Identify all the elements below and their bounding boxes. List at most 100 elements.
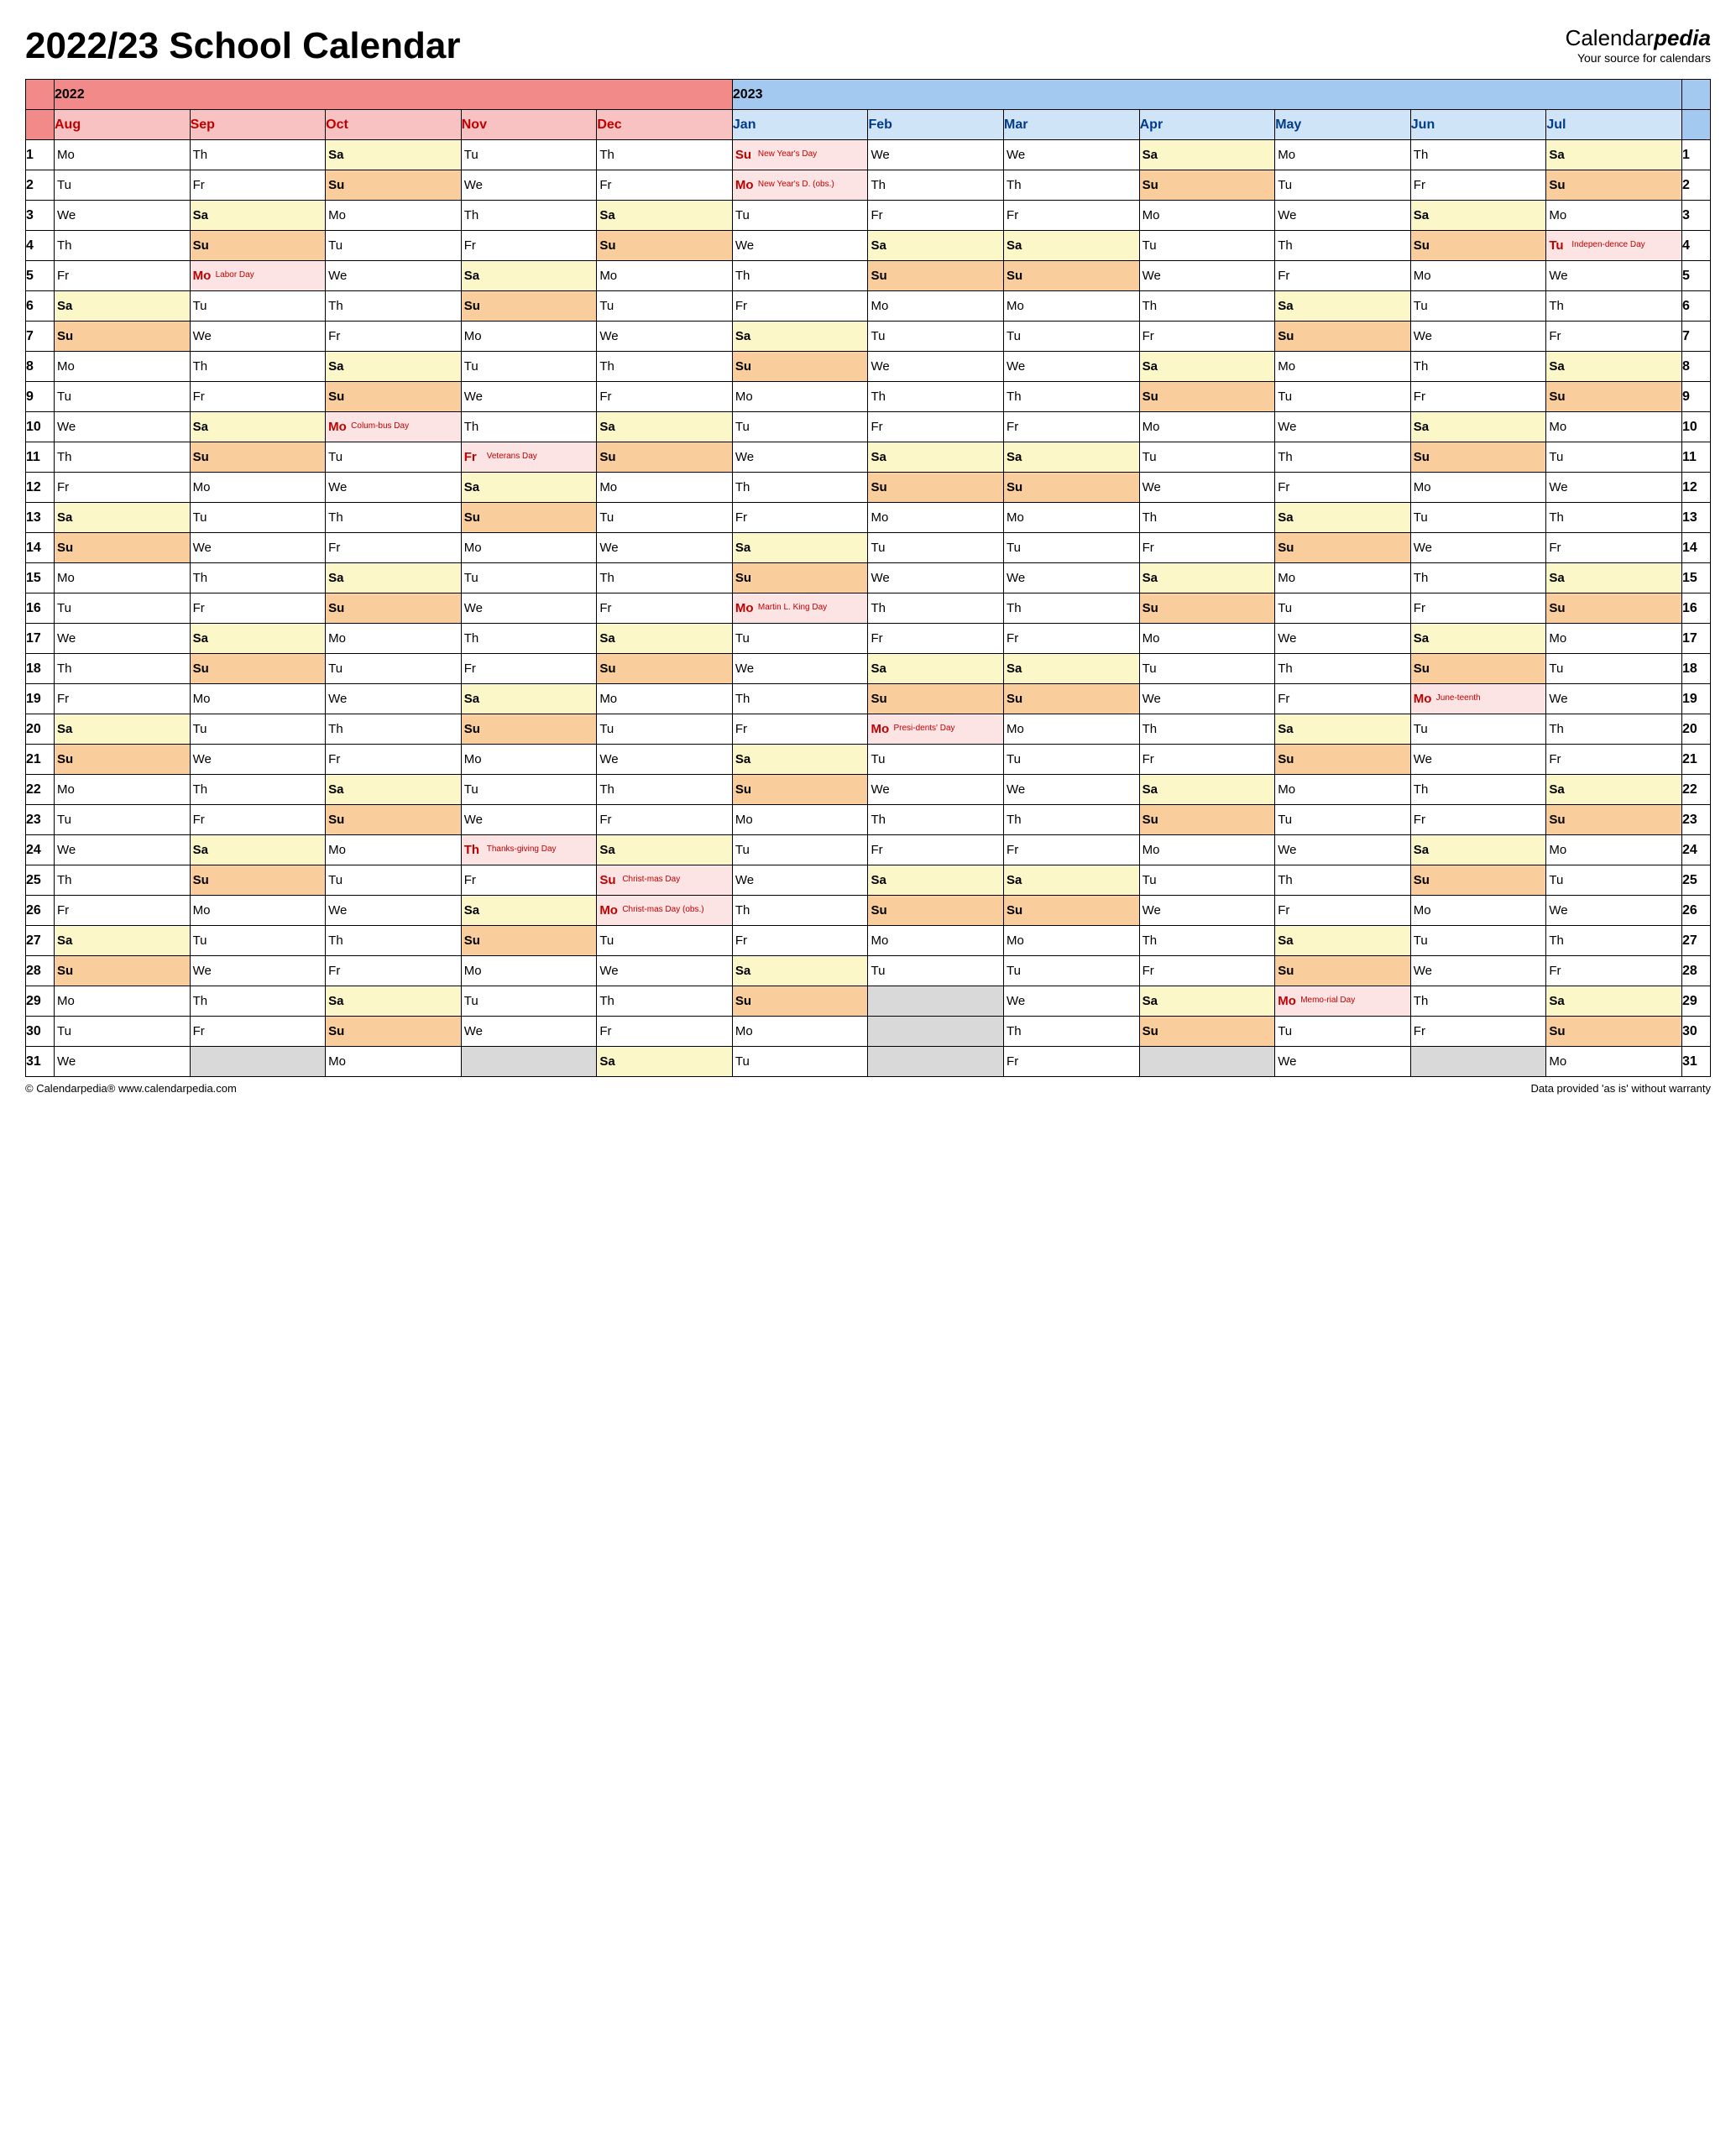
cell-sep-6: Tu: [190, 291, 326, 322]
rownum-left: 18: [26, 654, 55, 684]
dow: We: [55, 420, 80, 434]
dow: Fr: [462, 661, 487, 676]
rownum-right: 13: [1682, 503, 1711, 533]
cell-jul-10: Mo: [1546, 412, 1682, 442]
cell-dec-5: Mo: [597, 261, 733, 291]
cell-mar-26: Su: [1004, 896, 1140, 926]
cell-may-15: Mo: [1275, 563, 1411, 593]
cell-jul-9: Su: [1546, 382, 1682, 412]
dow: Su: [1546, 178, 1571, 192]
cell-jun-5: Mo: [1410, 261, 1546, 291]
cell-nov-5: Sa: [461, 261, 597, 291]
year-2022-label: 2022: [55, 80, 733, 110]
cell-jun-10: Sa: [1410, 412, 1546, 442]
dow: Tu: [55, 1024, 80, 1038]
rownum-right: 24: [1682, 835, 1711, 865]
dow: Fr: [1411, 178, 1436, 192]
dow: Sa: [1275, 299, 1300, 313]
cell-sep-4: Su: [190, 231, 326, 261]
dow: Tu: [733, 1054, 758, 1069]
cell-feb-22: We: [868, 775, 1004, 805]
dow: Mo: [462, 752, 487, 766]
cell-jan-31: Tu: [732, 1047, 868, 1077]
cell-may-31: We: [1275, 1047, 1411, 1077]
rownum-left: 20: [26, 714, 55, 745]
cell-jan-15: Su: [732, 563, 868, 593]
corner: [26, 80, 55, 110]
dow: Sa: [1411, 843, 1436, 857]
cell-mar-14: Tu: [1004, 533, 1140, 563]
cell-jun-9: Fr: [1410, 382, 1546, 412]
dow: Th: [1004, 813, 1029, 827]
dow: Th: [55, 450, 80, 464]
cell-jan-7: Sa: [732, 322, 868, 352]
cell-jun-1: Th: [1410, 140, 1546, 170]
cell-jun-23: Fr: [1410, 805, 1546, 835]
cell-apr-31: [1139, 1047, 1275, 1077]
month-mar: Mar: [1004, 110, 1140, 140]
cell-oct-13: Th: [326, 503, 462, 533]
cell-jan-9: Mo: [732, 382, 868, 412]
cell-dec-11: Su: [597, 442, 733, 473]
dow: Mo: [597, 269, 622, 283]
page-title: 2022/23 School Calendar: [25, 25, 460, 67]
rownum-right: 7: [1682, 322, 1711, 352]
cell-dec-18: Su: [597, 654, 733, 684]
cell-sep-5: MoLabor Day: [190, 261, 326, 291]
dow: Mo: [326, 208, 351, 222]
dow: Fr: [597, 813, 622, 827]
rownum-right: 10: [1682, 412, 1711, 442]
dow: Tu: [326, 661, 351, 676]
cell-oct-17: Mo: [326, 624, 462, 654]
dow: Th: [1411, 782, 1436, 797]
dow: Tu: [1004, 541, 1029, 555]
dow: Su: [1004, 692, 1029, 706]
cell-may-10: We: [1275, 412, 1411, 442]
rownum-left: 28: [26, 956, 55, 986]
dow: Th: [326, 299, 351, 313]
cell-aug-28: Su: [55, 956, 191, 986]
cell-sep-13: Tu: [190, 503, 326, 533]
rownum-right: 2: [1682, 170, 1711, 201]
dow: Fr: [733, 722, 758, 736]
cell-jan-30: Mo: [732, 1017, 868, 1047]
cell-jul-19: We: [1546, 684, 1682, 714]
dow: Sa: [597, 631, 622, 646]
cell-jul-6: Th: [1546, 291, 1682, 322]
cell-feb-23: Th: [868, 805, 1004, 835]
cell-jan-19: Th: [732, 684, 868, 714]
month-sep: Sep: [190, 110, 326, 140]
cell-may-4: Th: [1275, 231, 1411, 261]
dow: Th: [733, 269, 758, 283]
dow: Th: [868, 601, 893, 615]
dow: Fr: [462, 238, 487, 253]
dow: Tu: [597, 722, 622, 736]
dow: Fr: [191, 178, 216, 192]
cell-oct-10: MoColum-bus Day: [326, 412, 462, 442]
cell-dec-24: Sa: [597, 835, 733, 865]
holiday-note: New Year's Day: [758, 150, 868, 159]
cell-jul-27: Th: [1546, 926, 1682, 956]
cell-aug-18: Th: [55, 654, 191, 684]
footer: © Calendarpedia® www.calendarpedia.com D…: [25, 1082, 1711, 1095]
cell-jul-29: Sa: [1546, 986, 1682, 1017]
dow: Tu: [1140, 238, 1165, 253]
cell-dec-7: We: [597, 322, 733, 352]
dow: We: [733, 450, 758, 464]
cell-apr-19: We: [1139, 684, 1275, 714]
month-jan: Jan: [732, 110, 868, 140]
dow: Su: [191, 873, 216, 887]
dow: Tu: [55, 390, 80, 404]
cell-may-9: Tu: [1275, 382, 1411, 412]
cell-jun-18: Su: [1410, 654, 1546, 684]
month-feb: Feb: [868, 110, 1004, 140]
cell-oct-24: Mo: [326, 835, 462, 865]
month-aug: Aug: [55, 110, 191, 140]
cell-feb-11: Sa: [868, 442, 1004, 473]
cell-feb-29: [868, 986, 1004, 1017]
cell-oct-27: Th: [326, 926, 462, 956]
holiday-note: Christ-mas Day: [622, 876, 732, 885]
cell-aug-19: Fr: [55, 684, 191, 714]
cell-jan-1: SuNew Year's Day: [732, 140, 868, 170]
header: 2022/23 School Calendar Calendarpedia Yo…: [25, 25, 1711, 67]
